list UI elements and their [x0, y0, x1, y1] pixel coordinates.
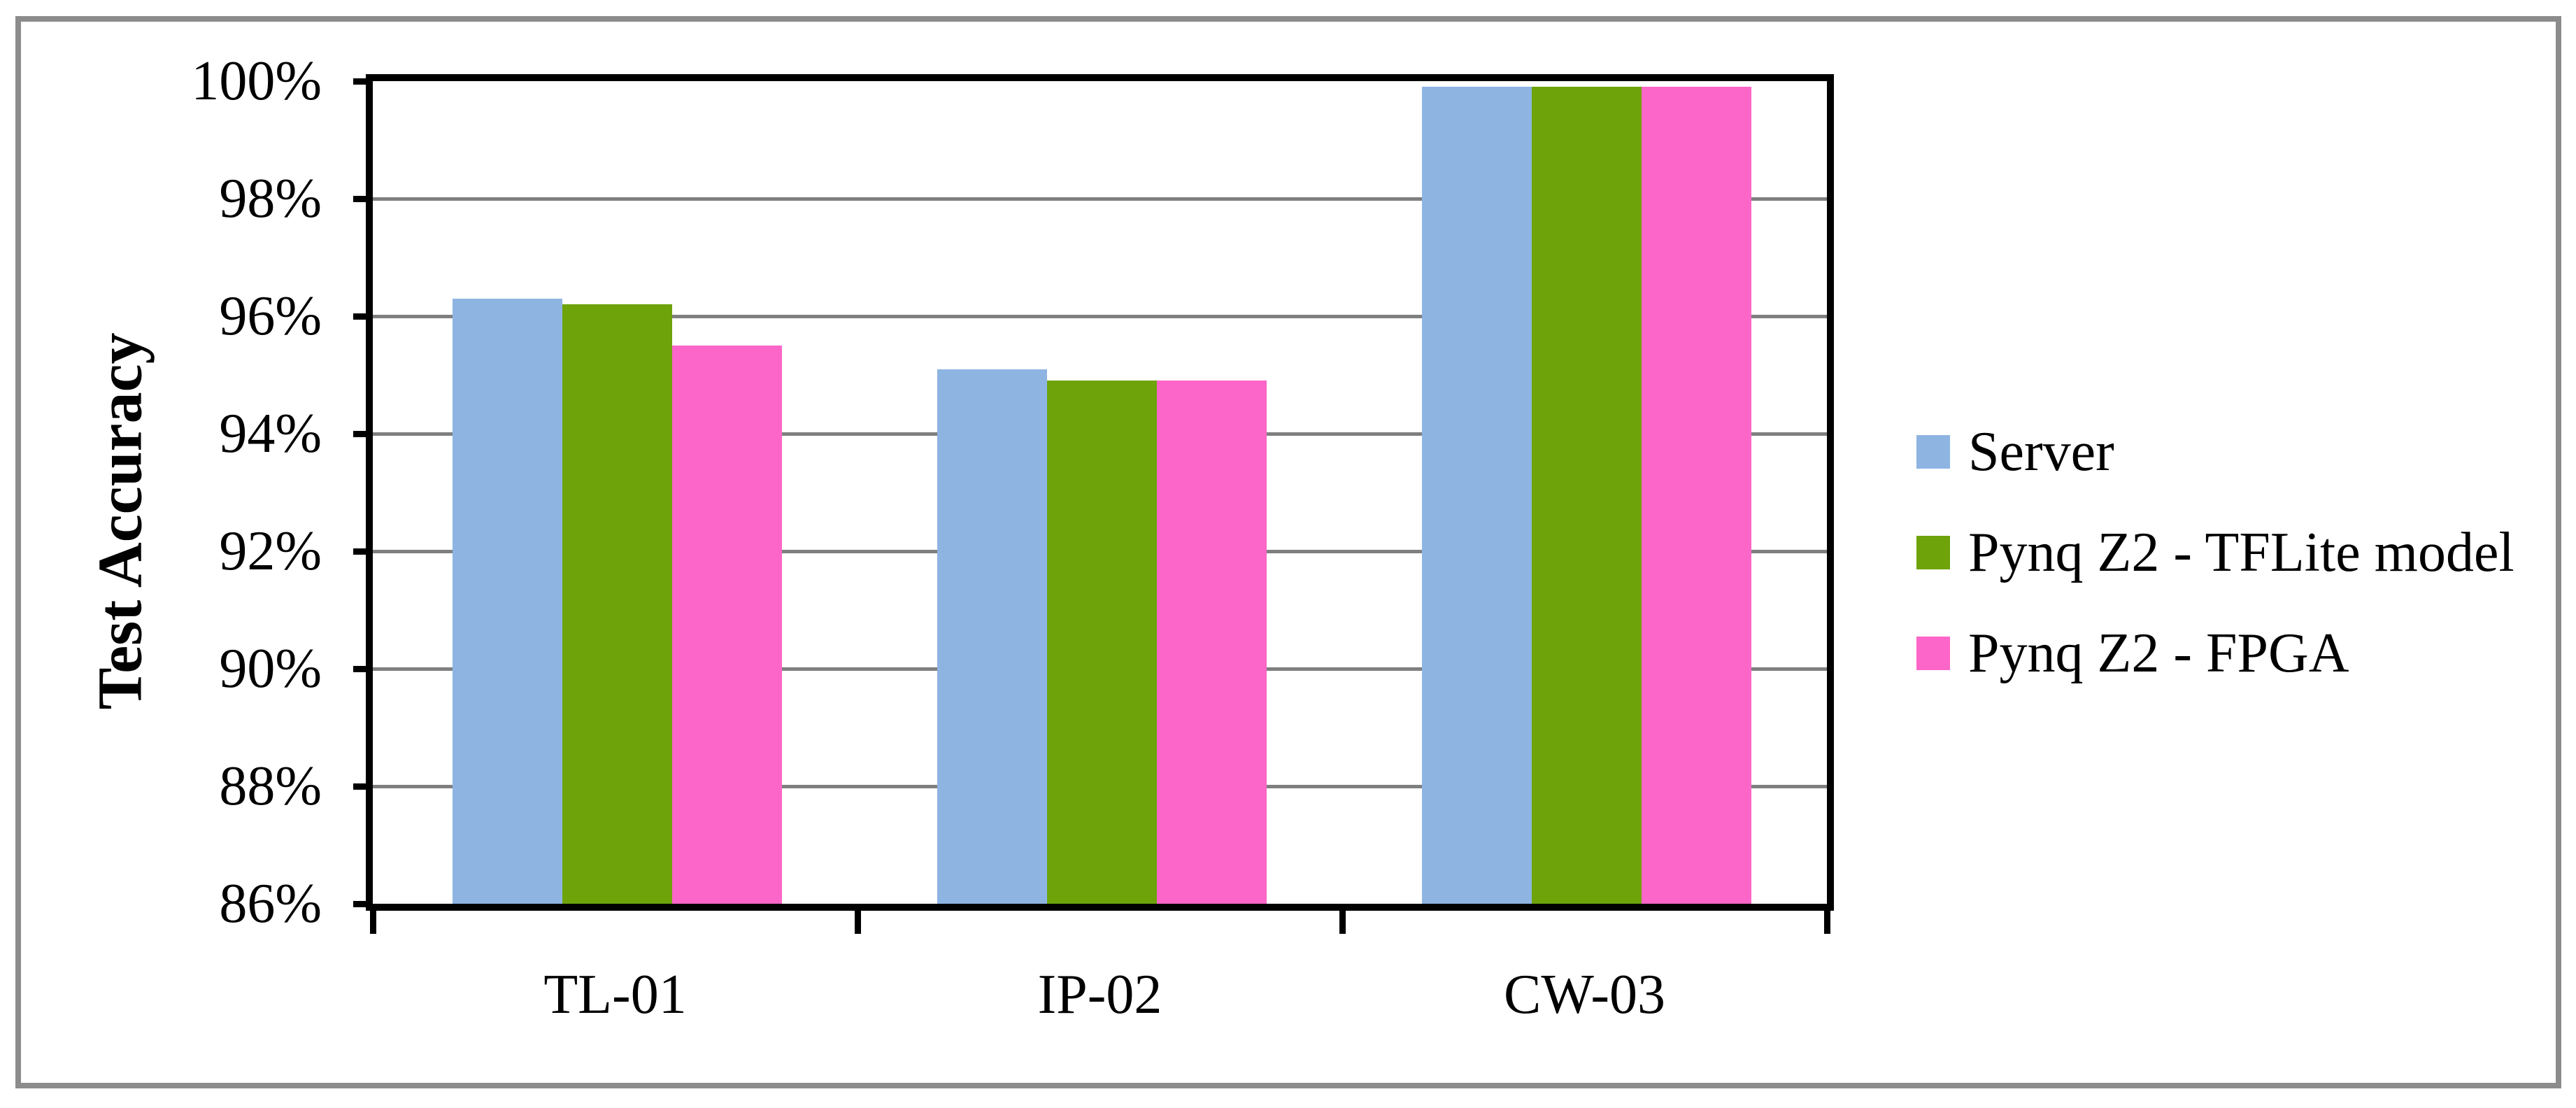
y-tick-label: 100%: [191, 50, 322, 112]
x-tick: [1823, 904, 1830, 934]
y-axis-title: Test Accuracy: [85, 332, 155, 710]
y-tick-label: 92%: [219, 520, 322, 582]
legend-item-server: Server: [1916, 417, 2514, 487]
legend-swatch-server: [1916, 435, 1950, 469]
bar-server-tl-01: [453, 298, 562, 904]
y-tick: [353, 548, 373, 555]
bar-pynq-z2-tflite-model-tl-01: [562, 304, 672, 904]
y-tick: [353, 430, 373, 437]
gridline: [373, 197, 1827, 201]
y-tick: [353, 900, 373, 907]
legend-swatch-pynq-z2-fpga: [1916, 637, 1950, 670]
y-tick: [353, 313, 373, 320]
legend: Server Pynq Z2 - TFLite model Pynq Z2 - FP…: [1916, 417, 2514, 719]
x-axis-label-tl-01: TL-01: [543, 964, 687, 1025]
legend-swatch-pynq-z2-tflite-model: [1916, 536, 1950, 569]
x-axis-label-cw-03: CW-03: [1503, 964, 1666, 1025]
bar-pynq-z2-fpga-cw-03: [1642, 87, 1751, 904]
y-tick: [353, 665, 373, 672]
x-tick: [1339, 904, 1346, 934]
y-tick: [353, 195, 373, 202]
legend-label: Server: [1968, 420, 2114, 483]
bar-pynq-z2-tflite-model-cw-03: [1532, 87, 1642, 904]
y-tick: [353, 783, 373, 790]
bar-server-ip-02: [937, 369, 1047, 904]
x-axis-label-ip-02: IP-02: [1037, 964, 1162, 1025]
y-tick-label: 88%: [219, 755, 322, 817]
x-tick: [854, 904, 861, 934]
legend-item-pynq-z2-fpga: Pynq Z2 - FPGA: [1916, 618, 2514, 688]
bar-pynq-z2-fpga-tl-01: [672, 346, 782, 904]
y-tick-label: 96%: [219, 285, 322, 347]
y-tick-label: 86%: [219, 873, 322, 935]
y-tick: [353, 78, 373, 85]
gridline: [373, 314, 1827, 318]
bar-pynq-z2-fpga-ip-02: [1157, 381, 1267, 904]
y-tick-label: 90%: [219, 638, 322, 699]
legend-item-pynq-z2-tflite-model: Pynq Z2 - TFLite model: [1916, 518, 2514, 588]
legend-label: Pynq Z2 - TFLite model: [1968, 521, 2514, 583]
bar-server-cw-03: [1422, 87, 1532, 904]
bar-pynq-z2-tflite-model-ip-02: [1047, 381, 1157, 904]
legend-label: Pynq Z2 - FPGA: [1968, 622, 2349, 684]
y-tick-label: 94%: [219, 403, 322, 464]
x-tick: [369, 904, 376, 934]
y-tick-label: 98%: [219, 168, 322, 229]
